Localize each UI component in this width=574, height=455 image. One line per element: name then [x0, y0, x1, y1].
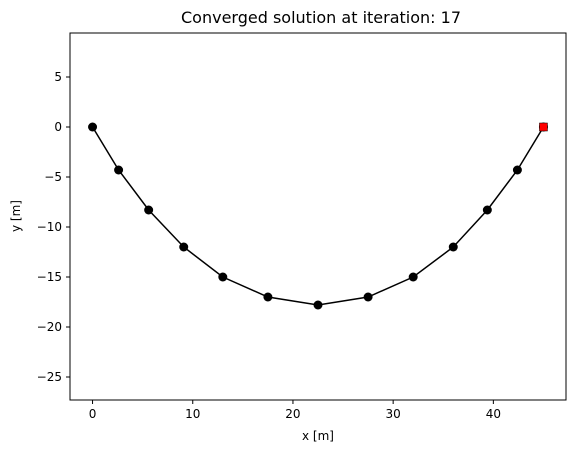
data-point-11 — [512, 165, 522, 175]
y-tick-label-5: −20 — [37, 320, 62, 334]
y-tick-label-2: −5 — [44, 170, 62, 184]
data-point-8 — [408, 272, 418, 282]
data-point-1 — [114, 165, 124, 175]
y-tick-label-1: 0 — [54, 120, 62, 134]
y-tick-label-4: −15 — [37, 270, 62, 284]
data-point-4 — [218, 272, 228, 282]
data-point-7 — [363, 292, 373, 302]
y-tick-label-3: −10 — [37, 220, 62, 234]
x-tick-label-0: 0 — [89, 407, 97, 421]
chart-title: Converged solution at iteration: 17 — [181, 8, 461, 27]
data-point-5 — [263, 292, 273, 302]
y-tick-label-0: 5 — [54, 70, 62, 84]
x-tick-label-4: 40 — [486, 407, 501, 421]
plot-area-frame — [69, 32, 567, 401]
y-axis: 5 0 −5 −10 −15 −20 −25 — [37, 70, 70, 384]
series-line-0 — [91, 126, 545, 306]
data-point-9 — [448, 242, 458, 252]
x-axis: 0 10 20 30 40 — [89, 400, 501, 421]
x-tick-label-3: 30 — [386, 407, 401, 421]
x-tick-label-1: 10 — [185, 407, 200, 421]
data-point-2 — [144, 205, 154, 215]
data-point-3 — [179, 242, 189, 252]
data-point-6 — [313, 300, 323, 310]
x-tick-label-2: 20 — [285, 407, 300, 421]
series-layer — [88, 122, 548, 310]
y-tick-label-6: −25 — [37, 370, 62, 384]
x-axis-label: x [m] — [302, 429, 334, 443]
data-point-10 — [482, 205, 492, 215]
y-axis-label: y [m] — [9, 200, 23, 232]
highlight-point — [539, 122, 548, 132]
data-point-0 — [88, 122, 98, 132]
